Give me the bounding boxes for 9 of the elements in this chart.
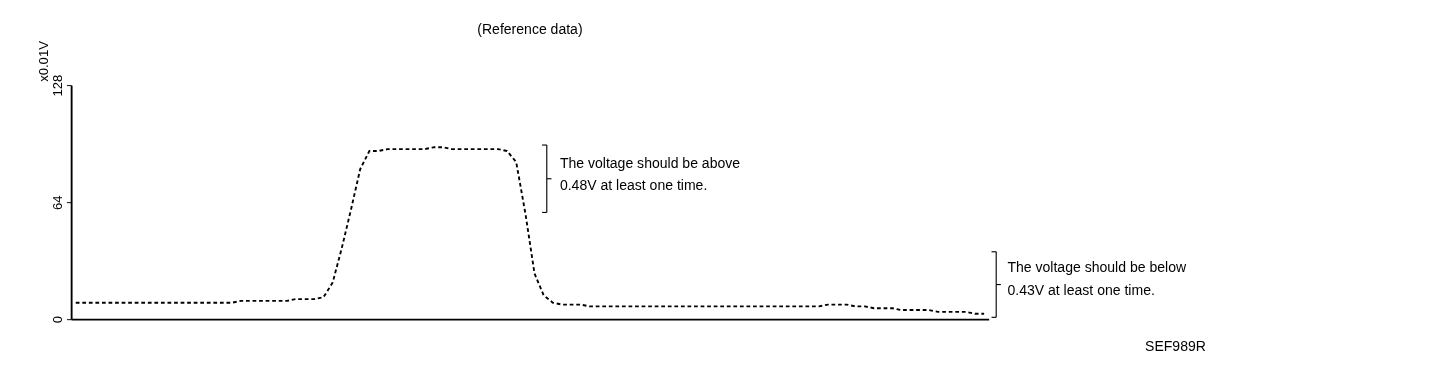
annotation: The voltage should be above 0.48V at least one time.	[559, 154, 741, 193]
text: The voltage should be below 0.43V at least one time.	[1007, 259, 1187, 298]
text: SEF989R	[1145, 338, 1206, 355]
y-tick-label: 0	[50, 316, 66, 324]
y-tick-label: 64	[50, 195, 66, 210]
y-axis-title: x0.01V	[36, 40, 52, 82]
y-tick-label: 128	[50, 74, 66, 97]
line-series	[74, 146, 986, 315]
chart-title: (Reference data)	[477, 21, 583, 38]
